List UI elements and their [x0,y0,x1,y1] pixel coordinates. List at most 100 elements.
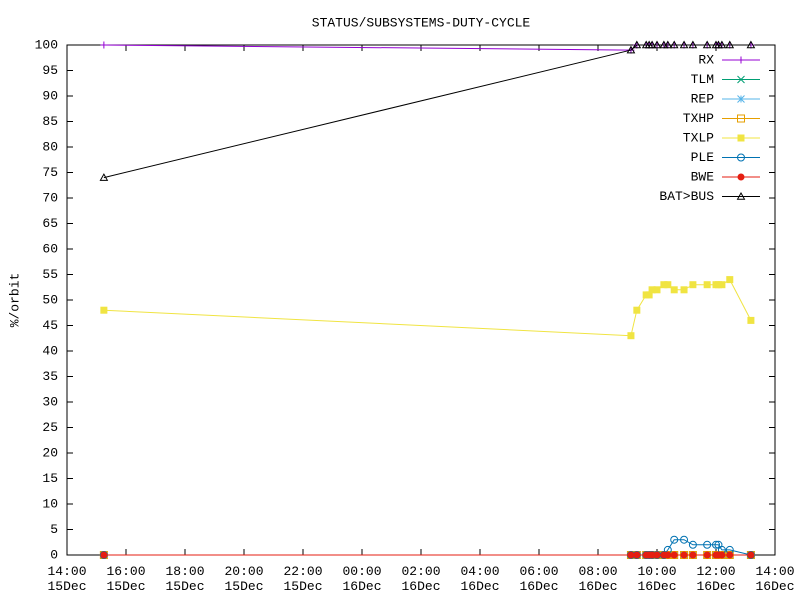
marker-part [737,114,745,123]
marker-part [688,40,698,49]
legend-marker [736,191,746,200]
x-tick-label: 02:00 16Dec [401,564,440,594]
marker-part [670,535,679,544]
marker-part [702,40,712,49]
data-point [626,45,636,54]
marker-part [703,281,711,289]
data-point [718,281,726,289]
marker-part [726,276,734,284]
data-point [703,540,712,549]
x-tick-label: 08:00 16Dec [578,564,617,594]
chart-title: STATUS/SUBSYSTEMS-DUTY-CYCLE [312,15,531,30]
x-tick-label: 20:00 15Dec [224,564,263,594]
data-point [633,306,641,314]
marker-part [737,95,745,103]
marker-part [679,40,689,49]
x-tick-label: 12:00 16Dec [696,564,735,594]
y-tick-label: 70 [42,190,58,205]
y-tick-label: 90 [42,88,58,103]
marker-part [680,551,688,559]
y-tick-label: 40 [42,343,58,358]
data-point [669,40,679,49]
data-point [717,40,727,49]
marker-part [712,540,720,549]
data-point [679,40,689,49]
marker-part [653,286,661,294]
data-point [670,535,679,544]
marker-part [737,134,745,142]
marker-part [647,40,657,49]
marker-part [747,316,755,324]
y-tick-label: 20 [42,445,58,460]
data-point [627,332,635,340]
marker-part [652,40,662,49]
y-tick-label: 45 [42,318,58,333]
y-tick-label: 100 [35,37,58,52]
data-point [627,551,635,559]
x-tick-label: 06:00 16Dec [519,564,558,594]
data-point [688,40,698,49]
legend-label: PLE [691,150,715,165]
legend-label: REP [691,91,715,106]
marker-part [670,286,678,294]
y-tick-label: 55 [42,267,58,282]
marker-part [703,551,711,559]
marker-part [648,286,656,294]
data-point [664,281,672,289]
marker-part [717,40,727,49]
x-tick-label: 14:00 16Dec [755,564,794,594]
legend-marker [737,75,745,84]
data-point [645,291,653,299]
marker-part [737,173,745,181]
data-point [648,551,656,559]
legend-label: RX [698,52,714,67]
y-axis-label: %/orbit [7,273,22,328]
data-point [746,40,756,49]
marker-part [633,551,641,559]
data-point [670,286,678,294]
legend-label: TXHP [683,111,714,126]
data-point [703,281,711,289]
legend-marker [737,95,745,103]
data-point [647,40,657,49]
y-tick-label: 35 [42,369,58,384]
legend-label: TXLP [683,130,714,145]
marker-part [747,551,755,559]
data-point [653,286,661,294]
marker-part [627,551,635,559]
x-tick-label: 16:00 15Dec [106,564,145,594]
data-point [653,551,661,559]
legend-label: TLM [691,72,714,87]
data-point [725,40,735,49]
legend-marker [737,134,745,142]
data-point [747,316,755,324]
data-point [660,281,668,289]
data-point [100,41,108,49]
marker-part [99,173,109,181]
data-point [100,306,108,314]
marker-part [669,40,679,49]
data-point [99,173,109,181]
data-point [648,286,656,294]
marker-part [737,75,745,84]
legend-marker [737,114,745,123]
y-tick-label: 15 [42,471,58,486]
y-tick-label: 80 [42,139,58,154]
data-point [726,551,734,559]
marker-part [664,551,672,559]
data-point [680,286,688,294]
x-tick-label: 14:00 15Dec [47,564,86,594]
legend-marker [737,56,745,64]
data-point [680,535,689,544]
data-point [670,551,678,559]
y-tick-label: 95 [42,63,58,78]
data-point [632,40,642,49]
y-tick-label: 10 [42,496,58,511]
data-point [663,40,673,49]
y-tick-label: 50 [42,292,58,307]
marker-part [689,281,697,289]
marker-part [660,281,668,289]
